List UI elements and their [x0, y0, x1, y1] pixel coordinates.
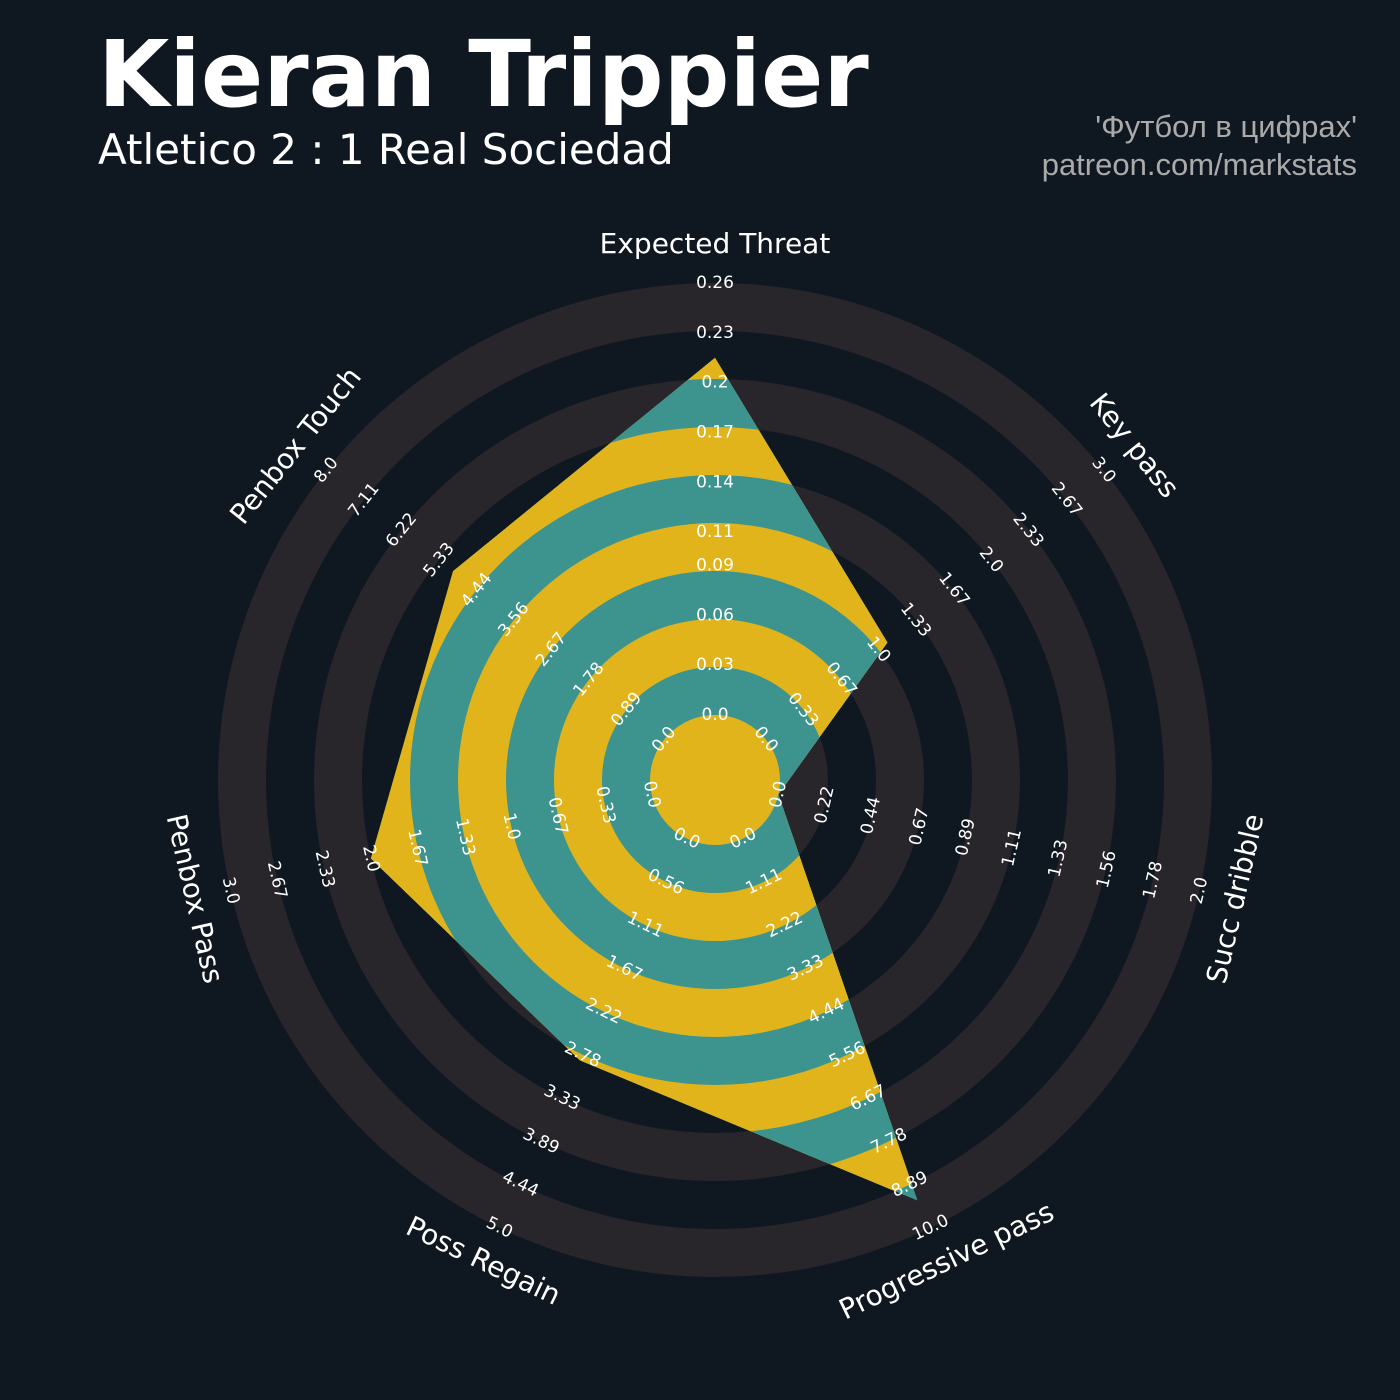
chart-title: Kieran Trippier: [98, 21, 869, 128]
tick-label: 0.11: [696, 522, 734, 542]
credit: patreon.com/markstats: [1042, 147, 1357, 182]
tick-label: 0.0: [701, 705, 728, 725]
credit: 'Футбол в цифрах': [1095, 109, 1357, 144]
tick-label: 0.23: [696, 323, 734, 343]
tick-label: 0.06: [696, 605, 734, 625]
axis-label: Expected Threat: [600, 227, 831, 260]
tick-label: 0.2: [701, 373, 728, 393]
radar-band: [650, 715, 780, 845]
chart-subtitle: Atletico 2 : 1 Real Sociedad: [98, 125, 674, 174]
tick-label: 0.26: [696, 273, 734, 293]
tick-label: 0.09: [696, 555, 734, 575]
tick-label: 0.14: [696, 472, 734, 492]
tick-label: 0.03: [696, 655, 734, 675]
tick-label: 0.17: [696, 423, 734, 443]
